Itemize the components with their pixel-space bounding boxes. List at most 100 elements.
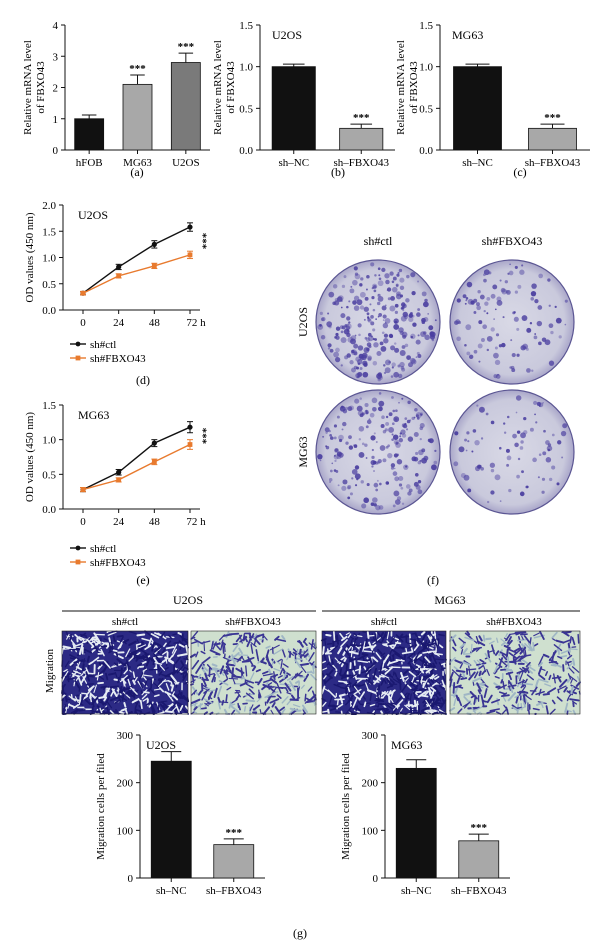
colony-dot (320, 335, 326, 340)
y-tick-label: 1.5 (239, 20, 253, 32)
migrated-cell (310, 673, 317, 681)
colony-dot (537, 305, 543, 310)
migrated-cell (358, 665, 362, 675)
migrated-cell (390, 637, 396, 643)
colony-dot (508, 488, 512, 493)
migrated-cell (72, 643, 78, 653)
colony-dot (381, 267, 386, 273)
colony-dot (486, 335, 493, 342)
colony-dot (346, 305, 349, 309)
colony-dot (534, 413, 536, 416)
migrated-cell (208, 668, 219, 671)
migrated-cell (408, 678, 418, 687)
migrated-cell (495, 662, 503, 668)
migrated-cell (569, 635, 572, 644)
colony-dot (376, 479, 379, 482)
colony-dot (385, 415, 389, 419)
migrated-cell (73, 709, 79, 715)
y-tick-label: 100 (362, 825, 379, 837)
migrated-cell (431, 697, 435, 710)
migrated-cell (506, 636, 512, 644)
colony-dot (508, 270, 514, 276)
migrated-cell (153, 656, 159, 665)
migrated-cell (134, 676, 138, 682)
colony-dot (367, 357, 372, 362)
migrated-cell (118, 686, 123, 694)
migrated-cell (479, 677, 486, 685)
migrated-cell (337, 703, 344, 708)
migrated-cell (300, 684, 305, 689)
colony-dot (419, 438, 422, 441)
colony-dot (340, 313, 346, 319)
colony-dot (353, 295, 360, 301)
migrated-cell (173, 641, 181, 644)
colony-dot (394, 320, 398, 324)
migrated-cell (395, 658, 405, 662)
migrated-cell (286, 675, 294, 681)
y-tick-label: 0.5 (42, 469, 56, 481)
colony-dot (335, 347, 340, 353)
migrated-cell (226, 655, 231, 665)
migrated-cell (222, 656, 228, 660)
migrated-cell (352, 697, 358, 708)
migration-assay-panel: U2OS MG63 sh#ctl sh#FBXO43 sh#ctl sh#FBX… (44, 593, 582, 716)
migrated-cell (564, 702, 569, 713)
migrated-cell (332, 664, 338, 672)
colony-dot (400, 307, 404, 310)
migrated-cell (222, 642, 225, 654)
migrated-cell (353, 709, 360, 713)
migrated-cell (413, 638, 417, 649)
colony-dot (413, 481, 419, 487)
migrated-cell (113, 653, 124, 660)
significance-mark: *** (353, 112, 370, 124)
migrated-cell (425, 699, 431, 709)
colony-dot (472, 429, 477, 433)
colony-dot (417, 280, 420, 283)
migrated-cell (238, 705, 241, 711)
colony-dot (473, 349, 478, 354)
colony-dot (402, 334, 407, 339)
migrated-cell (327, 708, 330, 716)
migrated-cell (160, 631, 166, 638)
migrated-cell (191, 675, 195, 684)
colony-dot (387, 452, 393, 459)
colony-dot (383, 333, 389, 338)
colony-dot (526, 327, 532, 333)
migrated-cell (182, 694, 189, 703)
migrated-cell (132, 671, 136, 679)
colony-dot (483, 269, 490, 276)
colony-dot (409, 419, 412, 422)
colony-dot (328, 291, 335, 298)
x-tick-label: sh–FBXO43 (451, 885, 507, 897)
colony-dot (531, 283, 537, 289)
migrated-cell (292, 648, 298, 653)
migrated-cell (88, 661, 94, 665)
migrated-cell (253, 637, 261, 645)
migrated-cell (248, 688, 255, 695)
colony-dot (545, 440, 550, 445)
migrated-cell (249, 672, 255, 683)
migrated-cell (357, 701, 362, 706)
migrated-cell (409, 663, 413, 670)
colony-dot (351, 477, 354, 480)
colony-dot (493, 352, 499, 359)
series-sh-fbxo43-point (187, 442, 193, 447)
migrated-cell (347, 697, 353, 703)
colony-dot (358, 452, 365, 458)
migrated-cell (241, 675, 244, 680)
colony-dot (541, 490, 545, 494)
migrated-cell (212, 641, 217, 650)
migrated-cell (462, 647, 468, 654)
migrated-cell (302, 704, 309, 713)
colony-dot (395, 284, 399, 288)
migrated-cell (541, 703, 544, 709)
series-sh-ctl-point (116, 264, 122, 270)
migrated-cell (286, 692, 292, 695)
migrated-cell (252, 704, 261, 711)
colony-dot (457, 320, 462, 325)
colony-dot (558, 335, 562, 339)
migrated-cell (231, 654, 236, 666)
migrated-cell (327, 662, 336, 670)
migrated-cell (256, 697, 262, 703)
colony-row-label-u2os: U2OS (296, 307, 310, 337)
